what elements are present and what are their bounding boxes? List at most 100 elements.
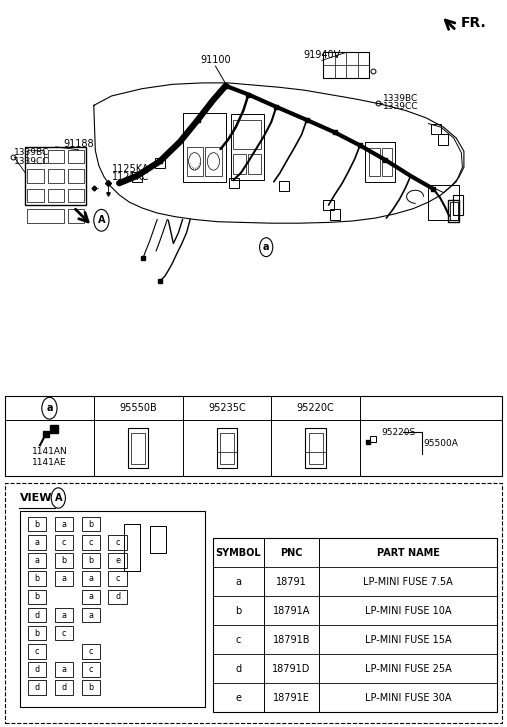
Text: a: a [263,242,269,252]
Bar [217,428,237,468]
Text: PNC: PNC [280,547,303,558]
Bar [323,52,369,78]
Bar [248,154,261,174]
Text: a: a [88,593,93,601]
Bar [28,553,46,568]
Text: a: a [46,403,53,413]
Bar [82,644,100,659]
Text: FR.: FR. [461,16,487,31]
Bar [55,626,73,640]
Bar [68,209,84,223]
Bar [150,526,166,553]
Bar [20,511,205,707]
Text: 1339BC: 1339BC [14,148,50,157]
Text: 95220S: 95220S [382,427,416,437]
Text: d: d [34,665,40,674]
Bar [382,148,392,176]
Bar [131,433,145,464]
Text: a: a [34,556,40,565]
Bar [28,608,46,622]
Text: A: A [98,215,105,225]
Bar [213,538,497,712]
Text: b: b [88,520,93,529]
Bar [48,188,64,202]
Text: d: d [235,664,241,674]
Text: 1141AN
1141AE: 1141AN 1141AE [31,447,67,467]
Text: b: b [34,520,40,529]
Text: d: d [61,683,66,692]
Text: c: c [236,635,241,645]
Text: a: a [235,577,241,587]
Bar [108,553,127,568]
Bar [28,590,46,604]
Text: 18791E: 18791E [273,693,310,703]
Bar [330,209,340,220]
Bar [438,134,448,145]
Text: e: e [235,693,241,703]
Text: b: b [88,556,93,565]
Text: d: d [34,683,40,692]
Bar [82,535,100,550]
Bar [82,680,100,695]
Text: b: b [235,606,241,616]
Text: a: a [88,574,93,583]
Bar [5,483,502,723]
Text: c: c [62,538,66,547]
Bar [82,571,100,586]
Text: d: d [115,593,120,601]
Bar [128,428,148,468]
Bar [428,185,459,220]
Text: 95220C: 95220C [297,403,335,413]
Bar [229,178,239,188]
Text: LP-MINI FUSE 10A: LP-MINI FUSE 10A [365,606,451,616]
Bar [82,517,100,531]
Bar [55,608,73,622]
Text: a: a [61,665,66,674]
Bar [279,181,289,191]
Text: b: b [34,593,40,601]
Bar [82,662,100,677]
Text: A: A [55,493,62,503]
Bar [220,433,234,464]
Bar [68,188,84,202]
Bar [28,662,46,677]
Text: 18791A: 18791A [273,606,310,616]
Bar [5,396,502,476]
Text: e: e [115,556,120,565]
Bar [155,158,165,168]
Text: 1125KC: 1125KC [112,172,149,182]
Text: a: a [61,520,66,529]
Bar [132,172,142,182]
Bar [55,535,73,550]
Bar [25,147,86,205]
Bar [231,114,264,180]
Text: 95235C: 95235C [208,403,246,413]
Bar [27,188,44,202]
Bar [55,571,73,586]
Bar [453,195,463,215]
Bar [431,124,441,134]
Text: b: b [61,556,66,565]
Text: d: d [34,611,40,619]
Bar [305,428,326,468]
Text: 95550B: 95550B [119,403,157,413]
Bar [82,590,100,604]
Text: c: c [116,574,120,583]
Bar [187,147,203,176]
Text: 91940V: 91940V [303,49,341,60]
Bar [27,209,64,223]
Text: 1125KA: 1125KA [112,164,149,174]
Bar [450,202,458,220]
Text: b: b [34,574,40,583]
Text: b: b [88,683,93,692]
Text: 18791B: 18791B [273,635,310,645]
Bar [323,200,334,210]
Bar [68,150,84,164]
Bar [124,524,140,571]
Text: 1339BC: 1339BC [383,94,418,103]
Bar [183,113,226,182]
Bar [55,553,73,568]
Text: LP-MINI FUSE 30A: LP-MINI FUSE 30A [365,693,451,703]
Bar [233,154,246,174]
Text: a: a [61,611,66,619]
